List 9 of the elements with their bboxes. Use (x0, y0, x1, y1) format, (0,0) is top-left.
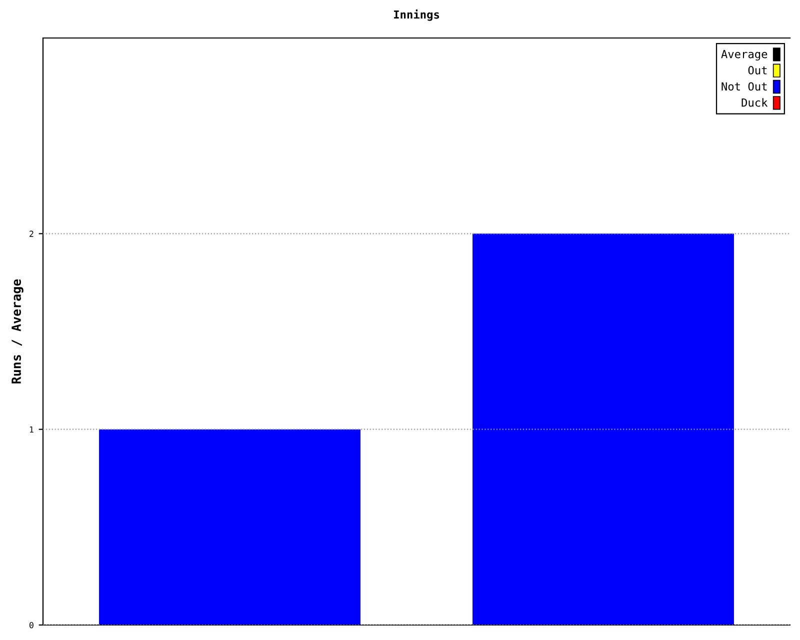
y-tick-label: 2 (30, 230, 34, 237)
legend-label: Average (721, 50, 768, 60)
y-tick-label: 0 (29, 622, 34, 628)
legend-label: Out (748, 66, 767, 74)
chart-title: Innings (394, 10, 440, 21)
y-tick-label: 1 (30, 426, 34, 433)
legend-label: Not Out (722, 82, 767, 91)
y-axis-title: Runs / Average (12, 279, 24, 384)
legend-label: Duck (742, 98, 768, 107)
